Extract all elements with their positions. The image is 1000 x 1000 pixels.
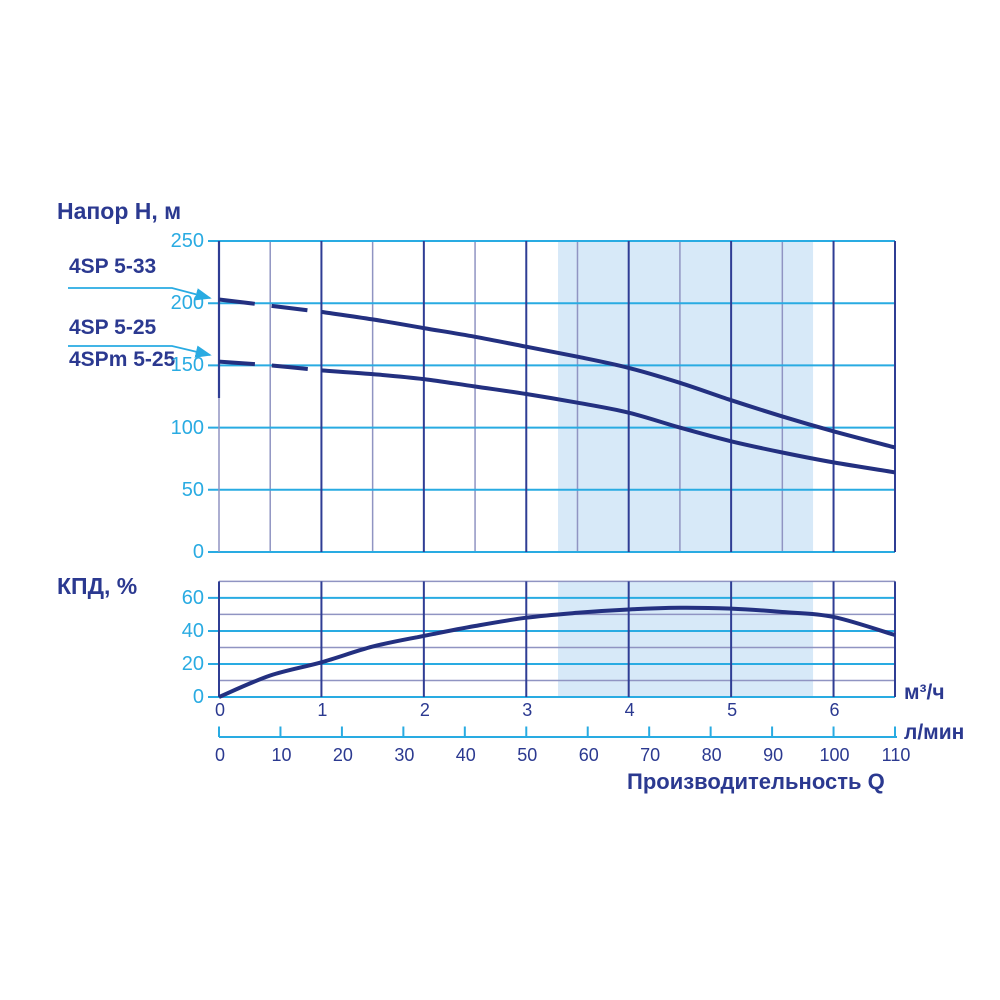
head-curve-1 [321,368,896,475]
lmin-tick-label: 10 [271,745,292,765]
lmin-tick-label: 70 [640,745,661,765]
lmin-axis [218,726,897,738]
unit-m3h-label: м³/ч [904,681,945,704]
head-y-tick-label: 50 [181,478,204,501]
efficiency-band [558,581,814,697]
head-curve-dashed-0 [218,297,322,314]
series-label-4sp-5-33: 4SP 5-33 [69,255,157,278]
m3h-tick-label: 1 [317,700,328,720]
lmin-tick-label: 60 [578,745,599,765]
m3h-tick-label: 3 [522,700,533,720]
lmin-tick-label: 20 [332,745,353,765]
x-axis-title: Производительность Q [627,769,885,794]
lmin-tick-label: 0 [214,745,225,765]
callout-4sp-5-25 [68,345,212,358]
lmin-tick-label: 90 [763,745,784,765]
callout-4sp-5-33 [68,287,212,301]
eff-y-tick-label: 60 [181,586,204,609]
eff-y-tick-label: 20 [181,652,204,675]
unit-lmin-label: л/мин [904,721,965,744]
lmin-tick-label: 100 [819,745,850,765]
m3h-tick-label: 0 [214,700,225,720]
series-callouts [68,287,212,358]
series-label-4sp-5-25: 4SP 5-25 [69,316,157,339]
m3h-tick-label: 5 [727,700,738,720]
lmin-tick-label: 50 [517,745,538,765]
efficiency-chart-title: КПД, % [57,573,138,599]
m3h-tick-label: 4 [624,700,635,720]
lmin-tick-label: 110 [881,745,911,765]
m3h-tick-label: 6 [829,700,840,720]
efficiency-curve [218,605,896,699]
head-chart-title: Напор Н, м [57,198,182,224]
operating-range-band [558,241,814,697]
head-y-tick-label: 150 [170,354,204,377]
head-y-tick-label: 0 [192,541,204,563]
head-y-tick-label: 250 [170,230,204,252]
m3h-tick-label: 2 [419,700,430,720]
lmin-tick-label: 80 [701,745,722,765]
lmin-tick-label: 30 [394,745,415,765]
lmin-tick-label: 40 [455,745,476,765]
head-curve-dashed-1 [218,359,322,373]
eff-y-tick-label: 0 [192,686,204,708]
head-band [558,241,814,552]
series-label-4spm-5-25: 4SPm 5-25 [69,348,176,371]
head-y-tick-label: 100 [170,416,204,439]
head-curve-0 [321,309,896,450]
head-y-tick-label: 200 [170,292,204,315]
eff-y-tick-label: 40 [181,619,204,642]
grid [208,240,896,698]
curves [218,297,896,699]
